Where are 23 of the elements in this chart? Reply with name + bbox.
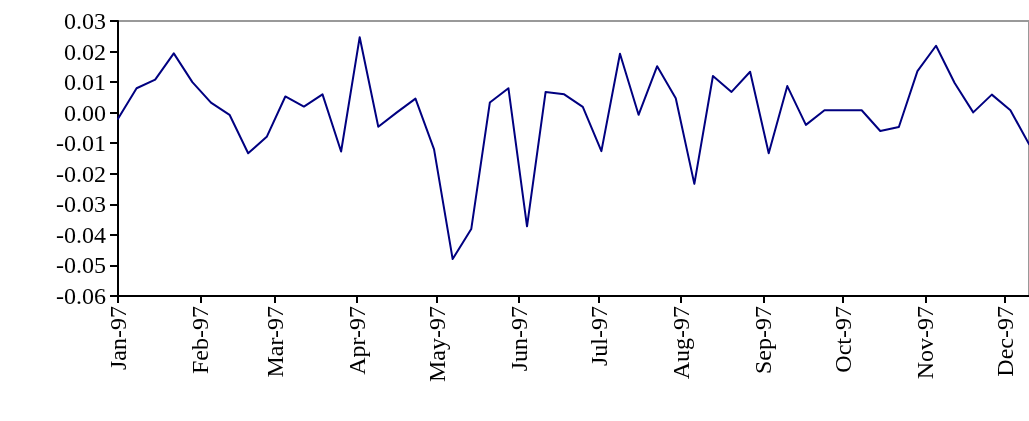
y-tick-label: -0.02 — [56, 160, 106, 187]
y-tick-label: 0.02 — [64, 38, 106, 65]
y-tick-label: 0.00 — [64, 99, 106, 126]
x-tick-label: Nov-97 — [912, 306, 939, 380]
x-tick-label: Sep-97 — [750, 306, 777, 374]
y-tick-label: -0.04 — [56, 221, 106, 248]
y-tick-label: -0.03 — [56, 191, 106, 218]
line-series — [117, 36, 1029, 261]
x-tick-label: Jul-97 — [585, 306, 612, 366]
x-tick-label: Jan-97 — [105, 306, 131, 370]
x-tick-label: Dec-97 — [992, 306, 1019, 377]
y-tick-label: -0.05 — [56, 252, 106, 279]
y-tick-label: 0.01 — [64, 69, 106, 96]
x-tick-label: Jun-97 — [506, 306, 533, 372]
y-tick-label: -0.01 — [56, 130, 106, 157]
y-tick-label: 0.03 — [64, 8, 106, 34]
x-tick-label: Oct-97 — [830, 306, 857, 373]
x-tick-label: Mar-97 — [261, 306, 288, 378]
x-tick-label: May-97 — [423, 306, 450, 382]
x-tick-label: Aug-97 — [668, 306, 695, 380]
x-tick-label: Apr-97 — [344, 306, 371, 375]
x-tick-label: Feb-97 — [187, 306, 214, 374]
y-tick-label: -0.06 — [56, 283, 106, 309]
